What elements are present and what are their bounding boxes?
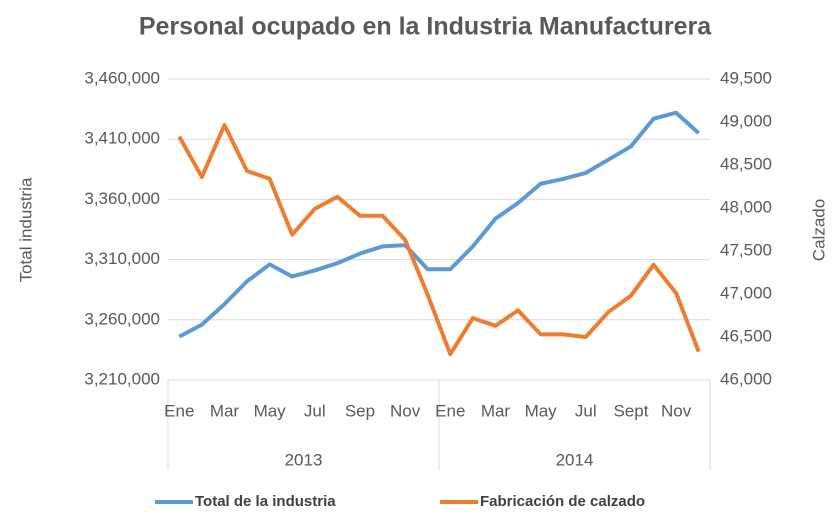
group-label: 2014 bbox=[556, 450, 594, 469]
x-tick-label: Jul bbox=[304, 401, 326, 420]
y-tick-label: 3,260,000 bbox=[84, 309, 160, 328]
x-tick-label: Nov bbox=[661, 401, 692, 420]
x-tick-label: Jul bbox=[575, 401, 597, 420]
y-tick-label: 3,210,000 bbox=[84, 369, 160, 388]
x-tick-label: Ene bbox=[164, 401, 194, 420]
y-tick-label: 3,460,000 bbox=[84, 68, 160, 87]
x-tick-label: May bbox=[525, 401, 558, 420]
y-tick-label: 3,310,000 bbox=[84, 249, 160, 268]
y2-tick-label: 47,000 bbox=[720, 283, 772, 302]
y-axis-title: Total industria bbox=[16, 177, 35, 282]
y2-tick-label: 47,500 bbox=[720, 240, 772, 259]
legend-label: Total de la industria bbox=[195, 493, 336, 510]
y2-axis-title: Calzado bbox=[809, 199, 828, 261]
y2-tick-label: 48,500 bbox=[720, 154, 772, 173]
series-line bbox=[177, 123, 701, 357]
x-tick-label: Sept bbox=[613, 401, 648, 420]
y2-tick-label: 46,000 bbox=[720, 369, 772, 388]
legend-label: Fabricación de calzado bbox=[480, 493, 645, 510]
x-tick-label: May bbox=[254, 401, 287, 420]
x-tick-label: Mar bbox=[481, 401, 511, 420]
chart-title: Personal ocupado en la Industria Manufac… bbox=[139, 13, 712, 41]
x-tick-label: Mar bbox=[210, 401, 240, 420]
y2-tick-label: 49,000 bbox=[720, 111, 772, 130]
y2-tick-label: 49,500 bbox=[720, 68, 772, 87]
series-line bbox=[178, 110, 701, 339]
y2-tick-label: 46,500 bbox=[720, 326, 772, 345]
group-label: 2013 bbox=[285, 450, 323, 469]
y-tick-label: 3,360,000 bbox=[84, 189, 160, 208]
y2-tick-label: 48,000 bbox=[720, 197, 772, 216]
x-tick-label: Nov bbox=[390, 401, 421, 420]
y-tick-label: 3,410,000 bbox=[84, 129, 160, 148]
x-tick-label: Ene bbox=[435, 401, 465, 420]
x-tick-label: Sep bbox=[345, 401, 375, 420]
